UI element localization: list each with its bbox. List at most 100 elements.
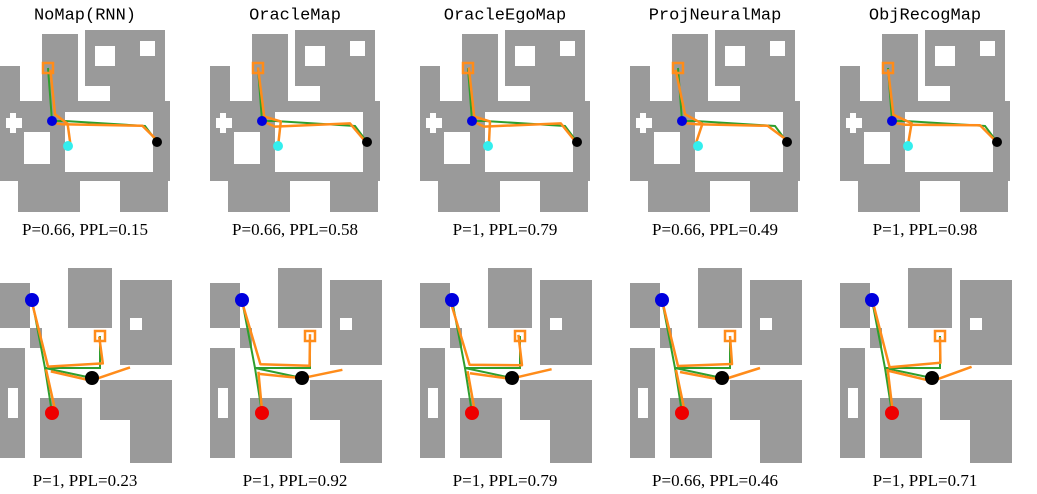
caption: P=1, PPL=0.23 (33, 471, 138, 490)
map-wall (840, 283, 870, 328)
map-wall (278, 268, 322, 328)
map-wall (0, 283, 30, 328)
map-free (850, 113, 856, 133)
map-wall (420, 66, 440, 106)
map-wall (540, 280, 592, 365)
caption: P=0.66, PPL=0.58 (232, 220, 358, 239)
map-wall (120, 280, 172, 365)
black-goal (572, 137, 582, 147)
map-free (234, 132, 260, 164)
map-wall (438, 176, 500, 212)
map-free (638, 388, 648, 418)
map-wall (648, 176, 710, 212)
black-goal (505, 371, 519, 385)
map (840, 268, 1012, 463)
map-wall (750, 280, 802, 365)
map-wall (210, 283, 240, 328)
map-wall (100, 380, 172, 420)
map-free (95, 46, 115, 66)
map-wall (520, 380, 592, 420)
column-title: OracleEgoMap (444, 6, 566, 25)
cyan-goal (483, 141, 493, 151)
map-free (760, 318, 772, 330)
black-goal (295, 371, 309, 385)
map-free (430, 113, 436, 133)
map-wall (670, 398, 712, 458)
map-wall (970, 418, 1012, 463)
black-goal (362, 137, 372, 147)
map-free (220, 113, 226, 133)
map (0, 30, 170, 212)
map-wall (130, 418, 172, 463)
blue-goal (467, 116, 477, 126)
map-free (770, 41, 785, 56)
map-wall (40, 398, 82, 458)
map-free (864, 132, 890, 164)
map-wall (68, 268, 112, 328)
map-free (130, 318, 142, 330)
map-free (848, 388, 858, 418)
map-free (515, 46, 535, 66)
map-free (444, 132, 470, 164)
blue-goal (445, 293, 459, 307)
caption: P=0.66, PPL=0.46 (652, 471, 778, 490)
caption: P=1, PPL=0.92 (243, 471, 348, 490)
map-wall (630, 66, 650, 106)
map-wall (880, 398, 922, 458)
map (210, 30, 380, 212)
map-free (640, 113, 646, 133)
black-goal (152, 137, 162, 147)
cyan-goal (63, 141, 73, 151)
map-wall (330, 176, 378, 212)
map-free (340, 318, 352, 330)
map-wall (908, 268, 952, 328)
black-goal (782, 137, 792, 147)
map (420, 268, 592, 463)
map (840, 30, 1010, 212)
map-wall (760, 418, 802, 463)
red-goal (255, 406, 269, 420)
blue-goal (655, 293, 669, 307)
map-free (935, 46, 955, 66)
caption: P=1, PPL=0.98 (873, 220, 978, 239)
map-wall (320, 81, 375, 106)
column-title: ObjRecogMap (869, 6, 981, 25)
figure: NoMap(RNN)OracleMapOracleEgoMapProjNeura… (0, 0, 1037, 494)
map-wall (858, 176, 920, 212)
map-wall (960, 280, 1012, 365)
caption: P=1, PPL=0.71 (873, 471, 978, 490)
map-free (428, 388, 438, 418)
map-free (218, 388, 228, 418)
map-wall (630, 283, 660, 328)
blue-goal (677, 116, 687, 126)
map-wall (740, 81, 795, 106)
map (630, 268, 802, 463)
map-wall (330, 280, 382, 365)
map-wall (550, 418, 592, 463)
map-wall (530, 81, 585, 106)
map-wall (840, 66, 860, 106)
blue-goal (887, 116, 897, 126)
map-wall (960, 176, 1008, 212)
cyan-goal (903, 141, 913, 151)
map-free (560, 41, 575, 56)
caption: P=0.66, PPL=0.49 (652, 220, 778, 239)
map-wall (250, 398, 292, 458)
map-free (654, 132, 680, 164)
map-wall (120, 176, 168, 212)
red-goal (885, 406, 899, 420)
column-title: ProjNeuralMap (649, 6, 782, 25)
map-wall (460, 398, 502, 458)
blue-goal (235, 293, 249, 307)
blue-goal (47, 116, 57, 126)
map-wall (750, 176, 798, 212)
map-free (550, 318, 562, 330)
map-wall (228, 176, 290, 212)
map-free (24, 132, 50, 164)
map-free (8, 388, 18, 418)
map-free (10, 113, 16, 133)
blue-goal (257, 116, 267, 126)
map-free (970, 318, 982, 330)
map-wall (420, 283, 450, 328)
map (630, 30, 800, 212)
